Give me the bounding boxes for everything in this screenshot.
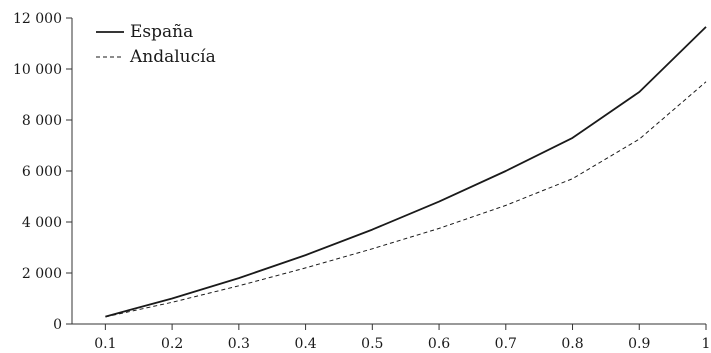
y-tick-label: 2 000 (22, 266, 62, 282)
y-tick-label: 12 000 (13, 11, 62, 27)
y-tick-label: 4 000 (22, 215, 62, 231)
axes (66, 17, 707, 330)
x-tick-label: 0.9 (628, 336, 650, 352)
x-tick-label: 0.8 (561, 336, 583, 352)
legend: España Andalucía (96, 22, 216, 67)
y-tick-label: 6 000 (22, 164, 62, 180)
y-tick-label: 10 000 (13, 62, 62, 78)
x-tick-label: 0.2 (161, 336, 183, 352)
y-tick-label: 8 000 (22, 113, 62, 129)
legend-label: Andalucía (129, 47, 216, 67)
x-tick-label: 0.6 (428, 336, 450, 352)
x-tick-label: 0.5 (361, 336, 383, 352)
tick-labels: 0 2 000 4 000 6 000 8 000 10 000 12 000 0.1 0.2 0… (13, 11, 710, 352)
x-tick-label: 0.4 (294, 336, 316, 352)
series-line-espana (105, 26, 707, 318)
x-tick-label: 0.1 (94, 336, 116, 352)
x-tick-label: 0.7 (495, 336, 517, 352)
x-tick-label: 1 (702, 336, 711, 352)
series-lines (105, 26, 707, 318)
x-tick-label: 0.3 (228, 336, 250, 352)
legend-label: España (130, 22, 193, 42)
y-tick-label: 0 (53, 317, 62, 333)
series-line-andalucia (105, 81, 707, 318)
